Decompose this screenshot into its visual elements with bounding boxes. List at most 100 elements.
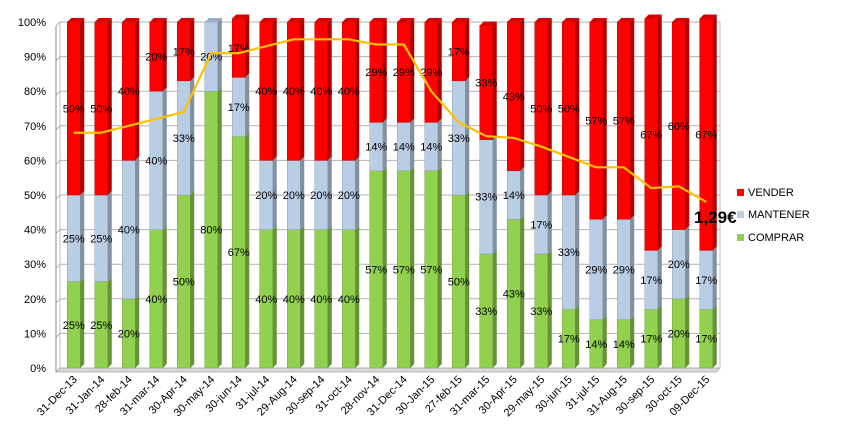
bar-side xyxy=(685,294,690,368)
data-label: 60% xyxy=(668,121,690,133)
data-label: 57% xyxy=(420,264,442,276)
bar-side xyxy=(437,166,442,368)
bar-side xyxy=(575,191,580,310)
bar-side xyxy=(685,18,690,230)
bar-side xyxy=(135,156,140,299)
bar-top xyxy=(177,18,195,22)
bar-top xyxy=(507,18,525,22)
data-label: 20% xyxy=(668,259,690,271)
data-label: 17% xyxy=(640,275,662,287)
data-label: 33% xyxy=(448,133,470,145)
bar-side xyxy=(80,191,85,282)
gridline-depth xyxy=(55,229,61,234)
data-label: 17% xyxy=(695,275,717,287)
data-label: 50% xyxy=(530,104,552,116)
bar-top xyxy=(94,18,112,22)
data-label: 33% xyxy=(475,306,497,318)
gridline-depth xyxy=(55,56,61,61)
bar-top xyxy=(369,18,387,22)
bar-side xyxy=(107,277,112,368)
bar-side xyxy=(465,191,470,368)
data-label: 25% xyxy=(63,233,85,245)
bar-side xyxy=(327,18,332,161)
bar-top xyxy=(672,18,690,22)
bar-side xyxy=(630,315,635,368)
gridline-depth xyxy=(55,194,61,200)
data-label: 40% xyxy=(338,86,360,98)
bar-top xyxy=(67,18,85,22)
bar-top xyxy=(122,18,140,22)
bar-side xyxy=(602,18,607,220)
plot-floor xyxy=(55,367,721,373)
data-label: 40% xyxy=(255,86,277,98)
bar-top xyxy=(617,18,635,22)
bar-side xyxy=(217,87,222,368)
bar-side xyxy=(630,215,635,320)
gridline-depth xyxy=(55,21,61,27)
data-label: 29% xyxy=(365,67,387,79)
data-label: 40% xyxy=(310,86,332,98)
bar-side xyxy=(162,225,167,368)
data-label: 17% xyxy=(530,219,552,231)
data-label: 40% xyxy=(338,294,360,306)
data-label: 57% xyxy=(613,116,635,128)
data-label: 33% xyxy=(173,133,195,145)
y-tick-label: 30% xyxy=(24,259,46,271)
data-label: 20% xyxy=(338,190,360,202)
gridline-depth xyxy=(55,263,61,269)
bar-side xyxy=(382,118,387,171)
data-label: 20% xyxy=(283,190,305,202)
y-tick-label: 0% xyxy=(30,363,46,375)
data-label: 57% xyxy=(365,264,387,276)
bar-side xyxy=(382,166,387,368)
bar-side xyxy=(575,305,580,368)
data-label: 14% xyxy=(420,142,442,154)
data-label: 17% xyxy=(558,334,580,346)
legend-swatch-mantener xyxy=(737,211,744,218)
data-label: 40% xyxy=(118,225,140,237)
data-label: 33% xyxy=(475,78,497,90)
bar-side xyxy=(712,246,717,310)
bar-side xyxy=(712,14,717,251)
data-label: 29% xyxy=(420,67,442,79)
bar-side xyxy=(685,225,690,299)
bar-top xyxy=(342,18,360,22)
bar-side xyxy=(410,166,415,368)
data-label: 20% xyxy=(200,52,222,64)
data-label: 25% xyxy=(90,233,112,245)
bar-top xyxy=(479,21,497,26)
bar-side xyxy=(272,156,277,230)
data-label: 14% xyxy=(365,142,387,154)
data-label: 40% xyxy=(310,294,332,306)
bar-side xyxy=(300,225,305,368)
bar-side xyxy=(190,191,195,368)
data-label: 33% xyxy=(558,247,580,259)
bar-side xyxy=(712,305,717,368)
bar-side xyxy=(300,156,305,230)
data-label: 40% xyxy=(145,155,167,167)
bar-side xyxy=(492,135,497,254)
bar-side xyxy=(245,73,250,137)
gridline-depth xyxy=(55,333,61,338)
data-label: 67% xyxy=(640,129,662,141)
bar-top xyxy=(314,18,332,22)
bar-side xyxy=(272,225,277,368)
bar-side xyxy=(630,18,635,220)
data-label: 40% xyxy=(118,86,140,98)
gridline-depth xyxy=(55,125,61,131)
bar-side xyxy=(245,14,250,78)
bar-side xyxy=(135,294,140,368)
bar-side xyxy=(575,18,580,195)
y-tick-label: 10% xyxy=(24,328,46,340)
gridline-depth xyxy=(55,298,61,304)
bar-side xyxy=(190,18,195,81)
data-label: 50% xyxy=(448,277,470,289)
bar-top xyxy=(424,18,442,22)
data-label: 14% xyxy=(503,190,525,202)
bar-side xyxy=(245,132,250,368)
bar-top xyxy=(232,14,250,19)
bar-side xyxy=(272,18,277,161)
legend-label-comprar: COMPRAR xyxy=(748,232,804,244)
bar-side xyxy=(657,246,662,310)
